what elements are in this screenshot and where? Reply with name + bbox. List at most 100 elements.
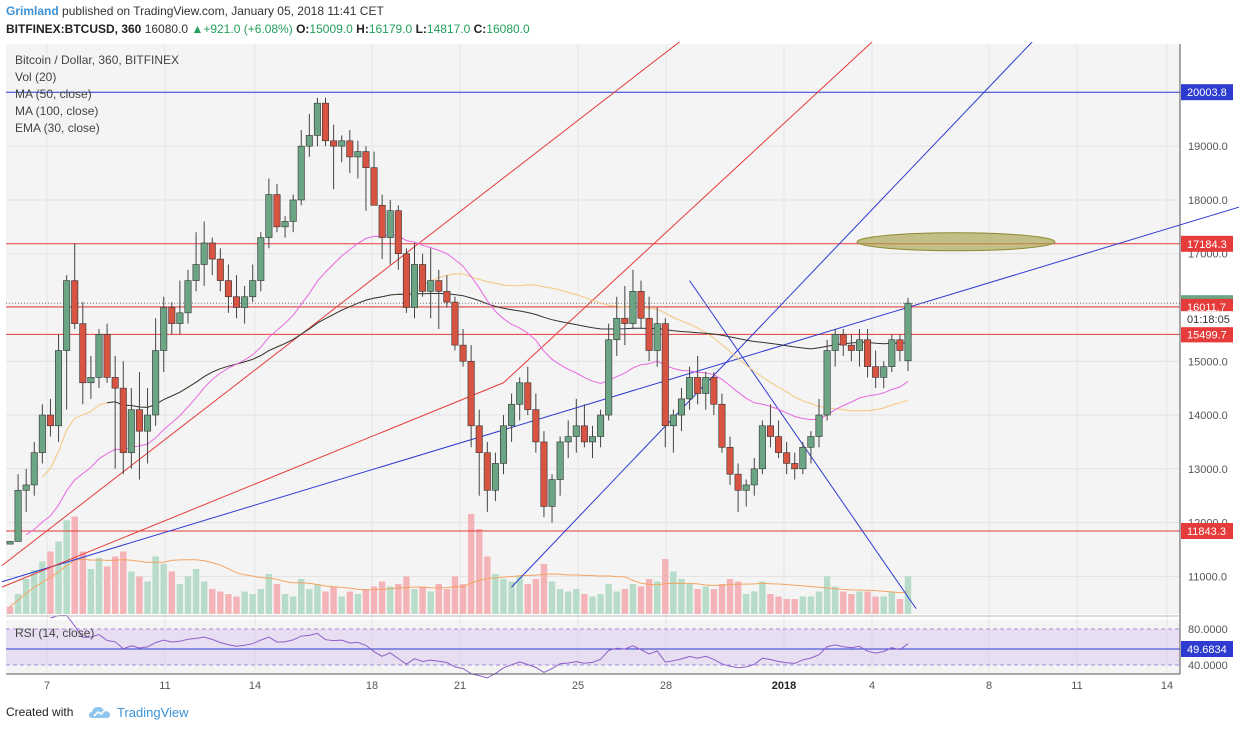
x-tick-label: 11 [1071, 680, 1082, 692]
candle-body [144, 414, 152, 432]
candle-body [864, 339, 872, 367]
candle-body [378, 205, 386, 238]
candle-body [726, 447, 734, 475]
volume-bar [103, 566, 111, 614]
volume-bar [864, 591, 871, 614]
tradingview-brand-link[interactable]: TradingView [117, 705, 189, 720]
open-value: 15009.0 [309, 22, 353, 36]
candle-body [71, 280, 79, 324]
low-label: L: [415, 22, 427, 36]
volume-bar [751, 591, 758, 614]
candle-body [338, 140, 346, 147]
volume-bar [419, 586, 426, 614]
candle-body [103, 334, 111, 378]
volume-bar [362, 589, 370, 614]
volume-bar [265, 574, 273, 614]
volume-bar [540, 564, 548, 614]
candle-body [629, 291, 637, 324]
volume-bar [120, 551, 127, 614]
volume-bar [694, 589, 701, 614]
volume-bar [79, 551, 87, 614]
candle-body [46, 414, 54, 427]
candle-body [847, 344, 855, 351]
price-tag [1181, 235, 1233, 252]
candle-body [491, 463, 499, 491]
volume-bar [759, 581, 766, 614]
author-link[interactable]: Grimland [6, 4, 59, 18]
candle-body [200, 242, 208, 265]
volume-bar [467, 514, 475, 614]
volume-bar [257, 589, 264, 614]
candle-body [95, 334, 103, 378]
volume-bar [184, 576, 192, 614]
candle-body [702, 377, 710, 394]
volume-bar [338, 596, 345, 614]
volume-bar [298, 579, 305, 614]
candle-body [588, 436, 596, 443]
candle-body [216, 258, 224, 281]
volume-bar [581, 594, 588, 614]
candle-body [249, 280, 257, 298]
candle-body [419, 264, 427, 292]
x-tick-label: 18 [366, 680, 378, 692]
candle-body [135, 409, 143, 432]
volume-ma-line [9, 558, 909, 607]
volume-bar [775, 596, 782, 614]
high-value: 16179.0 [368, 22, 413, 36]
price-tag-text: 11843.3 [1187, 526, 1226, 538]
candle-body [313, 102, 321, 136]
rsi-level-label: 40.0000 [1188, 660, 1228, 672]
legend-ma50: MA (50, close) [15, 87, 92, 101]
price-chart[interactable]: 11000.012000.013000.014000.015000.016000… [0, 42, 1239, 700]
candle-body [208, 242, 216, 260]
candle-body [872, 366, 880, 378]
symbol-line: BITFINEX:BTCUSD, 360 16080.0 ▲+921.0 (+6… [6, 22, 530, 36]
candle-body [580, 425, 588, 443]
candle-body [621, 317, 629, 324]
y-tick-label: 14000.0 [1188, 410, 1228, 422]
highlight-ellipse [856, 232, 1056, 252]
x-tick-label: 25 [572, 680, 584, 692]
candle-body [127, 409, 135, 453]
volume-bar [168, 571, 176, 614]
candle-body [734, 473, 742, 491]
price-tag [1181, 326, 1233, 343]
volume-bar [718, 584, 726, 614]
volume-bar [710, 589, 718, 614]
last-price: 16080.0 [144, 22, 189, 36]
volume-bar [63, 520, 70, 614]
volume-bar [459, 584, 467, 614]
volume-bar [241, 591, 248, 614]
volume-bar [160, 564, 167, 614]
volume-bar [273, 584, 281, 614]
volume-bar [815, 591, 823, 614]
volume-bar [524, 584, 531, 614]
candle-body [79, 323, 87, 384]
candle-body [677, 398, 685, 416]
candle-body [750, 468, 758, 486]
candle-body [427, 280, 435, 292]
candle-body [524, 382, 532, 410]
price-tag-text: 17184.3 [1187, 239, 1227, 251]
candle-body [38, 414, 46, 453]
candle-body [305, 135, 313, 147]
trend-line [1, 382, 504, 588]
volume-bar [427, 591, 434, 614]
volume-bar [783, 599, 790, 614]
legend-ma100: MA (100, close) [15, 104, 98, 118]
candle-body [888, 339, 896, 367]
volume-bar [330, 586, 337, 614]
candle-body [297, 145, 305, 201]
x-tick-label: 11 [159, 680, 170, 692]
x-tick-label: 7 [44, 680, 50, 692]
candle-body [799, 447, 807, 470]
candle-body [370, 167, 378, 206]
legend-ema30: EMA (30, close) [15, 121, 100, 135]
volume-bar [378, 581, 386, 614]
candle-body [224, 280, 232, 298]
candle-body [411, 264, 419, 308]
volume-bar [217, 591, 224, 614]
candle-body [694, 377, 702, 394]
volume-bar [322, 591, 329, 614]
volume-bar [435, 584, 442, 614]
